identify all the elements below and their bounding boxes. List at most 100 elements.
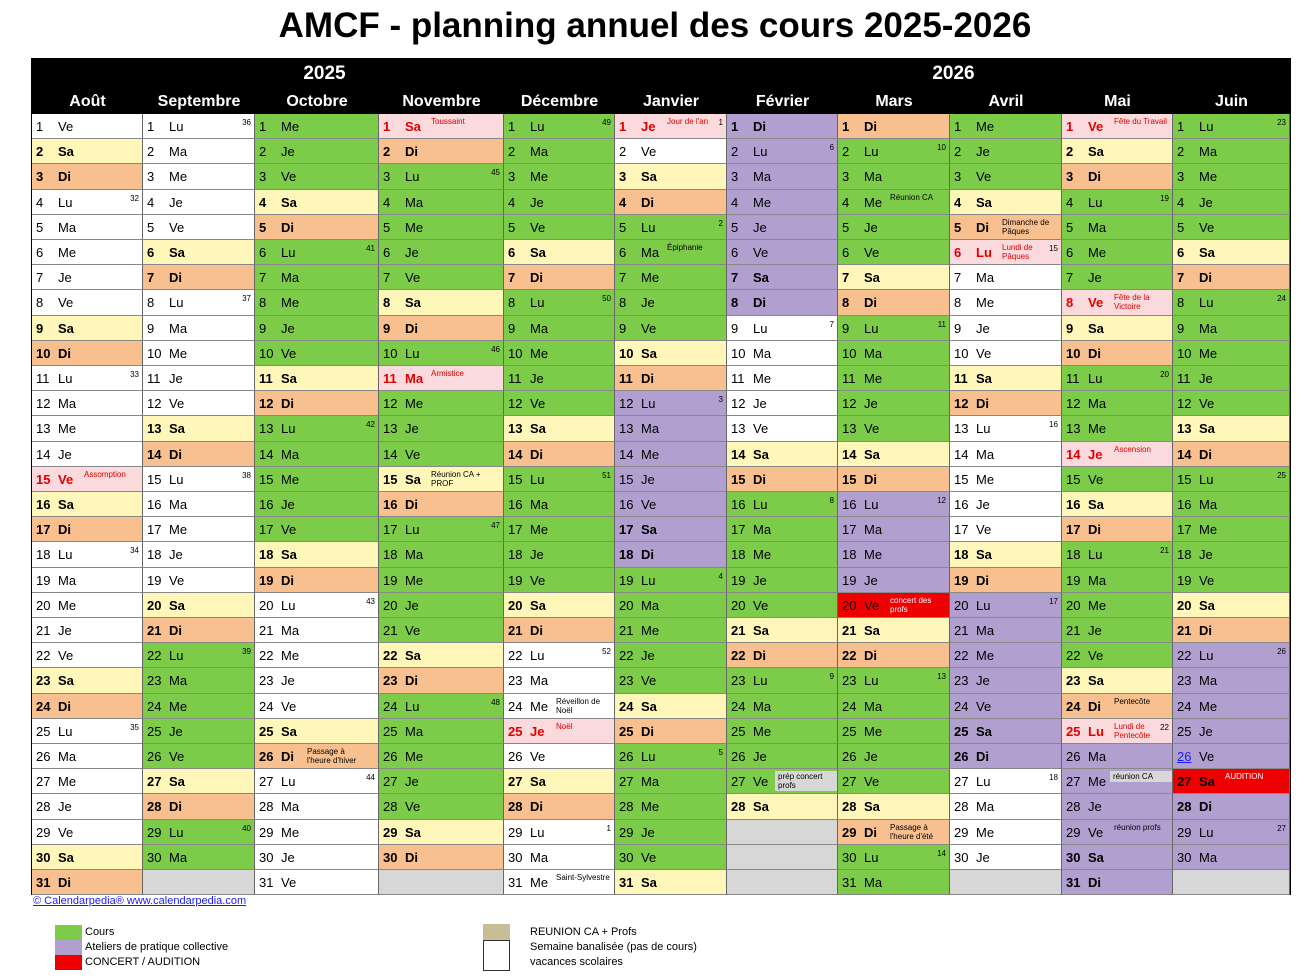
- day-number: 27: [147, 774, 162, 790]
- day-number: 23: [842, 673, 857, 689]
- day-cell: 18 Me: [727, 542, 838, 568]
- day-cell: 15 Lu 38: [143, 466, 255, 492]
- day-number: 4: [508, 194, 516, 210]
- day-number: 13: [1066, 421, 1081, 437]
- day-cell: 1 Sa Toussaint: [379, 114, 504, 140]
- day-number: 8: [147, 295, 155, 311]
- day-of-week: Me: [281, 824, 300, 840]
- day-cell: 24 Ma: [838, 693, 950, 719]
- day-number: 25: [259, 723, 274, 739]
- day-cell: 31 Ma: [838, 870, 950, 896]
- day-number: 26: [1066, 749, 1081, 764]
- day-cell: 19 Ve: [1173, 567, 1290, 593]
- day-of-week: Je: [58, 799, 72, 815]
- day-number: 18: [619, 547, 634, 563]
- week-number: 38: [242, 470, 251, 480]
- day-cell: 26 Me: [379, 744, 504, 770]
- day-number: 27: [842, 774, 857, 790]
- day-number: 14: [36, 446, 51, 462]
- day-of-week: Je: [405, 245, 419, 260]
- day-cell: 14 Je Ascension: [1062, 441, 1173, 467]
- day-of-week: Ve: [753, 597, 769, 613]
- day-number: 14: [731, 446, 746, 462]
- day-number: 15: [259, 471, 274, 487]
- day-cell: 24 Me: [143, 693, 255, 719]
- day-cell: 6 Ma Épiphanie: [615, 240, 727, 266]
- day-cell: 12 Di: [255, 391, 379, 417]
- day-cell: 13 Ma: [615, 416, 727, 442]
- day-number: 19: [954, 572, 969, 588]
- day-of-week: Di: [169, 270, 182, 286]
- day-of-week: Me: [641, 446, 660, 462]
- day-cell: 23 Je: [255, 668, 379, 694]
- day-of-week: Lu: [530, 119, 545, 134]
- day-of-week: Ma: [169, 673, 188, 689]
- day-of-week: Me: [530, 169, 549, 185]
- day-cell: 24 Me Réveillon de Noël: [504, 693, 615, 719]
- day-number: 17: [147, 522, 162, 538]
- day-cell: 4 Ma: [379, 189, 504, 215]
- day-of-week: Ve: [405, 623, 421, 638]
- day-number: 9: [508, 320, 516, 336]
- day-number: 19: [731, 572, 746, 588]
- day-of-week: Sa: [641, 875, 657, 890]
- day-number: 3: [954, 169, 962, 185]
- day-number: 19: [1066, 572, 1081, 588]
- day-cell: 27 Ve: [838, 769, 950, 795]
- day-cell: 19 Ma: [32, 567, 143, 593]
- day-number: 4: [259, 194, 267, 210]
- day-number: 1: [147, 119, 155, 134]
- day-number: 24: [383, 698, 398, 714]
- day-of-week: Je: [753, 396, 767, 412]
- day-number: 1: [1177, 119, 1185, 134]
- day-cell: 3 Di: [32, 164, 143, 190]
- day-cell: 1 Lu 36: [143, 114, 255, 140]
- day-of-week: Je: [641, 824, 655, 840]
- calendarpedia-link[interactable]: © Calendarpedia® www.calendarpedia.com: [33, 895, 247, 907]
- day-cell: 13 Ve: [838, 416, 950, 442]
- day-cell: 16 Ma: [504, 492, 615, 518]
- day-of-week: Di: [641, 194, 654, 210]
- day-number: 9: [842, 320, 850, 336]
- day-cell: 20 Me: [1062, 592, 1173, 618]
- day-of-week: Je: [1199, 547, 1213, 563]
- day-of-week: Ve: [753, 421, 769, 437]
- day-number: 1: [731, 119, 739, 134]
- day-cell: 12 Je: [727, 391, 838, 417]
- day-cell: 6 Sa: [1173, 240, 1290, 266]
- week-number: 16: [1049, 420, 1058, 430]
- day-of-week: Di: [58, 698, 71, 714]
- day-of-week: Me: [864, 723, 883, 739]
- day-of-week: Je: [1199, 723, 1213, 739]
- day-number: 20: [731, 597, 746, 613]
- day-number: 31: [1066, 875, 1081, 890]
- day-cell: 25 Ma: [379, 718, 504, 744]
- day-cell: 18 Je: [504, 542, 615, 568]
- day-cell: 15 Ve Assomption: [32, 466, 143, 492]
- day-cell: 27 Je: [379, 769, 504, 795]
- day-of-week: Lu: [641, 396, 656, 412]
- day-number: 22: [1066, 648, 1081, 664]
- day-cell: 24 Sa: [615, 693, 727, 719]
- day-cell: 2 Ma: [143, 139, 255, 165]
- day-cell: 10 Sa: [615, 340, 727, 366]
- day-of-week: Me: [976, 648, 995, 664]
- week-number: 10: [937, 143, 946, 153]
- day-number: 7: [259, 270, 267, 286]
- legend-vacances: vacances scolaires: [530, 956, 623, 968]
- week-number: 7: [829, 319, 834, 329]
- day-of-week: Ve: [1088, 648, 1104, 664]
- day-of-week: Di: [169, 799, 182, 815]
- day-of-week: Di: [58, 875, 71, 890]
- day-number: 16: [147, 497, 162, 512]
- day-of-week: Je: [864, 749, 878, 764]
- day-cell: 14 Di: [504, 441, 615, 467]
- day-cell: 2 Ve: [615, 139, 727, 165]
- day-cell: 9 Lu 7: [727, 315, 838, 341]
- day-number: 5: [1177, 219, 1185, 235]
- day-cell: 8 Di: [838, 290, 950, 316]
- day-of-week: Sa: [58, 144, 74, 160]
- day-cell: 24 Ve: [255, 693, 379, 719]
- day-number: 8: [508, 295, 516, 311]
- day-of-week: Di: [864, 119, 877, 134]
